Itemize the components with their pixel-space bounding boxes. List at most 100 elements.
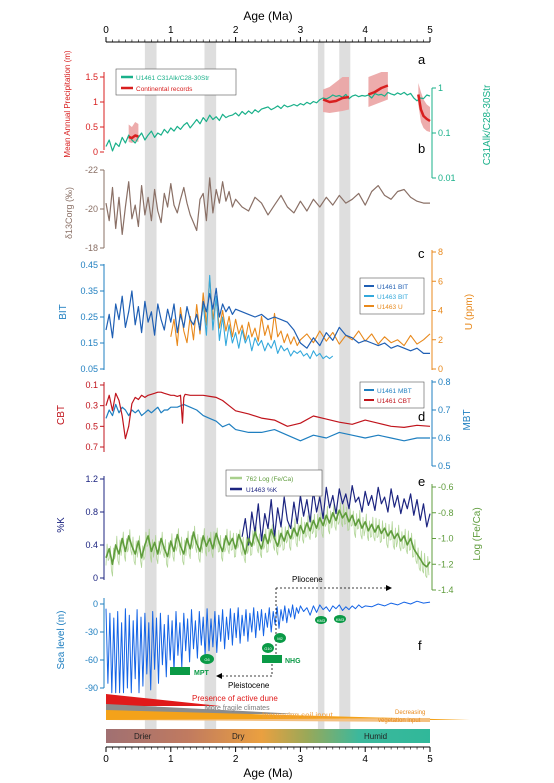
- a-left-tick-label-3: 1.5: [85, 72, 98, 82]
- nhg-label: NHG: [285, 658, 301, 665]
- panel-a-legend-2: Continental records: [136, 86, 193, 93]
- age-tick-label-2: 2: [233, 754, 239, 765]
- c-left-tick-label-1: 0.35: [80, 286, 98, 296]
- age-tick-label-5: 5: [427, 754, 433, 765]
- wedge-soil-input-label: Increasing soil input: [262, 711, 333, 720]
- c-right-tick-label-3: 6: [438, 276, 443, 286]
- panel-e-legend-2: U1463 %K: [246, 487, 278, 494]
- age-tick-label-2: 2: [233, 25, 239, 36]
- pleistocene-annotation: Pleistocene: [216, 656, 273, 690]
- e-left-tick-label-0: 1.2: [85, 474, 98, 484]
- trend-wedges: Presence of active dune More fragile cli…: [106, 694, 470, 724]
- panel-a-legend-1: U1461 C31Alk/C28-30Str: [136, 75, 210, 82]
- continental-line-3: [417, 94, 431, 123]
- age-tick-label-4: 4: [362, 25, 368, 36]
- climate-dry: Dry: [232, 732, 244, 741]
- panel-d-legend-1: U1461 MBT: [377, 388, 412, 395]
- continental-line-2: [367, 84, 389, 96]
- panel-a-legend: U1461 C31Alk/C28-30Str Continental recor…: [115, 68, 237, 96]
- a-right-tick-label-2: 0.01: [438, 173, 456, 183]
- event-marker-g10: G10: [264, 646, 272, 651]
- event-markers: G6 G10 M2 KM3 KM3: [200, 615, 346, 664]
- top-age-axis: Age (Ma) 0 1 2 3 4 5: [103, 9, 433, 43]
- d-left-tick-label-3: 0.7: [85, 442, 98, 452]
- d-left-tick-label-1: 0.3: [85, 401, 98, 411]
- panel-d-legend-2: U1461 CBT: [377, 398, 411, 405]
- d13c-line: [105, 177, 430, 235]
- panel-f: f Sea level (m) 0 -30 -60 -90 Pliocene Plei…: [56, 575, 431, 694]
- panel-a: a Mean Annual Precipitation (m) C31Alk/C…: [63, 50, 493, 183]
- climate-humid: Humid: [364, 732, 387, 741]
- nhg-marker: NHG: [262, 655, 301, 665]
- age-tick-label-3: 3: [298, 754, 304, 765]
- k-line: [241, 485, 431, 546]
- e-right-tick-label-3: -1.2: [438, 559, 454, 569]
- event-marker-g6: G6: [204, 657, 210, 662]
- pliocene-label: Pliocene: [292, 575, 323, 584]
- f-left-tick-label-2: -60: [85, 655, 98, 665]
- panel-e-left-label: %K: [56, 517, 67, 533]
- c-left-tick-label-3: 0.15: [80, 338, 98, 348]
- e-right-tick-label-4: -1.4: [438, 585, 454, 595]
- e-left-tick-label-3: 0: [93, 573, 98, 583]
- pliocene-annotation: Pliocene: [275, 575, 392, 656]
- d-right-tick-label-3: 0.5: [438, 461, 451, 471]
- d-right-tick-label-1: 0.7: [438, 405, 451, 415]
- f-left-tick-label-3: -90: [85, 683, 98, 693]
- panel-c-legend: U1461 BIT U1463 BIT U1463 U: [359, 277, 425, 315]
- c-left-tick-label-4: 0.05: [80, 364, 98, 374]
- panel-e: e %K Log (Fe/Ca) 1.2 0.8 0.4 0 -0.6 -0.8 -1.0…: [56, 469, 483, 595]
- a-left-tick-label-2: 1: [93, 97, 98, 107]
- e-right-tick-label-0: -0.6: [438, 482, 454, 492]
- panel-e-legend: 762 Log (Fe/Ca) U1463 %K: [225, 469, 323, 497]
- panel-d: d CBT MBT 0.1 0.3 0.5 0.7 0.8 0.7 0.6 0.5 U146…: [56, 377, 473, 471]
- continental-band-1: [323, 77, 349, 113]
- fe-ca-smoothed-line: [105, 509, 431, 568]
- age-tick-label-0: 0: [103, 754, 109, 765]
- c-left-tick-label-2: 0.25: [80, 312, 98, 322]
- b-left-tick-label-0: -22: [85, 165, 98, 175]
- panel-a-right-label: C31Alk/C28-30Str: [482, 84, 493, 165]
- wedge-fragile-climates-label: More fragile climates: [205, 705, 270, 712]
- d-left-tick-label-2: 0.5: [85, 421, 98, 431]
- d-left-tick-label-0: 0.1: [85, 380, 98, 390]
- sea-level-line: [105, 600, 431, 694]
- panel-c-letter: c: [418, 246, 425, 261]
- c-right-tick-label-1: 2: [438, 335, 443, 345]
- event-marker-m2: M2: [277, 636, 283, 641]
- a-right-tick-label-1: 0.1: [438, 128, 451, 138]
- continental-line-0: [128, 134, 139, 140]
- a-left-tick-label-1: 0.5: [85, 122, 98, 132]
- panel-c-legend-3: U1463 U: [377, 304, 403, 311]
- panel-f-letter: f: [418, 638, 422, 653]
- shaded-band-0: [144, 42, 157, 742]
- event-marker-km3b: KM3: [336, 617, 345, 622]
- shaded-band-3: [339, 42, 351, 742]
- panel-d-letter: d: [418, 409, 425, 424]
- panel-b-left-label: δ13Corg (‰): [64, 187, 74, 239]
- age-tick-label-0: 0: [103, 25, 109, 36]
- f-left-tick-label-0: 0: [93, 599, 98, 609]
- panel-f-left-label: Sea level (m): [56, 611, 67, 670]
- climate-drier: Drier: [134, 732, 152, 741]
- e-right-tick-label-1: -0.8: [438, 508, 454, 518]
- panel-c-right-label: U (ppm): [464, 294, 475, 330]
- panel-c-left-label: BIT: [58, 304, 69, 320]
- e-left-tick-label-1: 0.8: [85, 507, 98, 517]
- mpt-label: MPT: [194, 670, 210, 677]
- bottom-axis-title: Age (Ma): [243, 766, 292, 780]
- wedge-active-dune: [106, 694, 220, 706]
- c-right-tick-label-2: 4: [438, 306, 443, 316]
- a-right-tick-label-0: 1: [438, 83, 443, 93]
- b-left-tick-label-2: -18: [85, 243, 98, 253]
- f-left-tick-label-1: -30: [85, 627, 98, 637]
- u1463-bit-line: [199, 274, 334, 360]
- c-left-tick-label-0: 0.45: [80, 260, 98, 270]
- wedge-vegetation-input-label-1: Decreasing: [395, 710, 425, 716]
- d-right-tick-label-0: 0.8: [438, 377, 451, 387]
- panel-c-legend-2: U1463 BIT: [377, 294, 408, 301]
- u1461-bit-line: [105, 287, 430, 354]
- e-left-tick-label-2: 0.4: [85, 540, 98, 550]
- panel-e-letter: e: [418, 474, 425, 489]
